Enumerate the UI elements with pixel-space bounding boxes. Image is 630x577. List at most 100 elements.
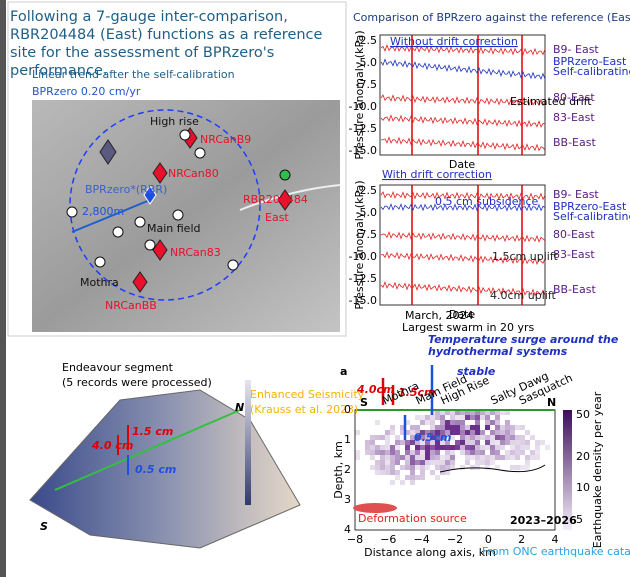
label: stable bbox=[457, 365, 496, 378]
heat-cell bbox=[415, 450, 420, 455]
heat-cell bbox=[455, 415, 460, 420]
heat-cell bbox=[515, 450, 520, 455]
heat-cell bbox=[410, 480, 415, 485]
heat-cell bbox=[470, 430, 475, 435]
heat-cell bbox=[385, 430, 390, 435]
heat-cell bbox=[385, 435, 390, 440]
heat-cell bbox=[370, 455, 375, 460]
heat-cell bbox=[370, 445, 375, 450]
heat-cell bbox=[440, 435, 445, 440]
heat-cell bbox=[480, 445, 485, 450]
heat-cell bbox=[475, 435, 480, 440]
heat-cell bbox=[430, 435, 435, 440]
heat-cell bbox=[390, 455, 395, 460]
colorbar-label: Earthquake density per year bbox=[591, 391, 604, 548]
label: 1.5cm bbox=[398, 386, 435, 399]
heat-cell bbox=[450, 425, 455, 430]
heat-cell bbox=[430, 450, 435, 455]
label: From ONC earthquake catalog bbox=[482, 545, 630, 558]
map-label: NRCan80 bbox=[168, 167, 219, 180]
heat-cell bbox=[425, 455, 430, 460]
series-label: 80-East bbox=[553, 228, 595, 241]
heat-cell bbox=[465, 445, 470, 450]
gauges bbox=[132, 127, 293, 293]
heat-cell bbox=[490, 410, 495, 415]
heat-cell bbox=[400, 425, 405, 430]
heat-cell bbox=[455, 440, 460, 445]
heat-cell bbox=[420, 430, 425, 435]
heat-cell bbox=[465, 460, 470, 465]
label: S bbox=[40, 520, 48, 533]
heat-cell bbox=[365, 440, 370, 445]
heat-cell bbox=[485, 445, 490, 450]
heat-cell bbox=[500, 445, 505, 450]
heat-cell bbox=[380, 450, 385, 455]
label: N bbox=[547, 396, 556, 409]
heat-cell bbox=[455, 430, 460, 435]
heat-cell bbox=[440, 440, 445, 445]
heat-cell bbox=[410, 450, 415, 455]
heat-cell bbox=[460, 430, 465, 435]
heat-cell bbox=[445, 450, 450, 455]
heat-cell bbox=[470, 445, 475, 450]
heat-cell bbox=[435, 450, 440, 455]
heat-cell bbox=[525, 455, 530, 460]
plot-frame bbox=[379, 34, 546, 156]
heat-cell bbox=[420, 455, 425, 460]
heat-cell bbox=[510, 455, 515, 460]
heat-cell bbox=[460, 420, 465, 425]
arrows bbox=[117, 425, 129, 475]
heat-cell bbox=[425, 465, 430, 470]
heat-cell bbox=[395, 455, 400, 460]
heat-cell bbox=[420, 440, 425, 445]
axis-line bbox=[54, 409, 241, 491]
heat-cell bbox=[545, 445, 550, 450]
axis-label: Pressure anomaly (kPa) bbox=[353, 30, 366, 159]
heat-cell bbox=[490, 440, 495, 445]
heat-cell bbox=[410, 470, 415, 475]
heat-cell bbox=[470, 425, 475, 430]
label: a bbox=[340, 365, 347, 378]
heat-cell bbox=[515, 435, 520, 440]
heat-cell bbox=[505, 410, 510, 415]
trace bbox=[380, 281, 546, 297]
heat-cell bbox=[470, 410, 475, 415]
x-tick-label: −6 bbox=[380, 533, 396, 546]
heat-cell bbox=[425, 440, 430, 445]
bprzero bbox=[99, 139, 117, 165]
label: Comparison of BPRzero against the refere… bbox=[353, 11, 630, 24]
heat-cell bbox=[365, 450, 370, 455]
series-label: BPRzero-East bbox=[553, 200, 627, 213]
heat-cell bbox=[455, 445, 460, 450]
heat-cell bbox=[460, 425, 465, 430]
heat-cell bbox=[505, 420, 510, 425]
heat-cell bbox=[405, 445, 410, 450]
label: Without drift correction bbox=[390, 35, 518, 48]
surface bbox=[29, 389, 301, 549]
heat-cell bbox=[480, 430, 485, 435]
heat-cell bbox=[455, 420, 460, 425]
label: (5 records were processed) bbox=[62, 376, 212, 389]
label: 1.5cm uplift bbox=[492, 250, 558, 263]
heat-cell bbox=[445, 460, 450, 465]
trace bbox=[380, 231, 546, 243]
heat-cell bbox=[440, 470, 445, 475]
y-tick-label: -5.0 bbox=[356, 206, 377, 219]
heat-cell bbox=[485, 460, 490, 465]
heat-cell bbox=[400, 480, 405, 485]
heat-cell bbox=[430, 415, 435, 420]
heat-cell bbox=[420, 445, 425, 450]
heat-cell bbox=[495, 455, 500, 460]
heat-cell bbox=[525, 465, 530, 470]
heat-cell bbox=[375, 470, 380, 475]
heat-cell bbox=[445, 440, 450, 445]
heat-cell bbox=[460, 415, 465, 420]
heat-cell bbox=[355, 455, 360, 460]
label: March, 2024 bbox=[405, 309, 474, 322]
y-tick-label: -7.5 bbox=[356, 78, 377, 91]
heat-cell bbox=[450, 460, 455, 465]
map-label: NRCan83 bbox=[170, 246, 221, 259]
heat-cell bbox=[480, 410, 485, 415]
heat-cell bbox=[495, 440, 500, 445]
heat-cell bbox=[395, 440, 400, 445]
